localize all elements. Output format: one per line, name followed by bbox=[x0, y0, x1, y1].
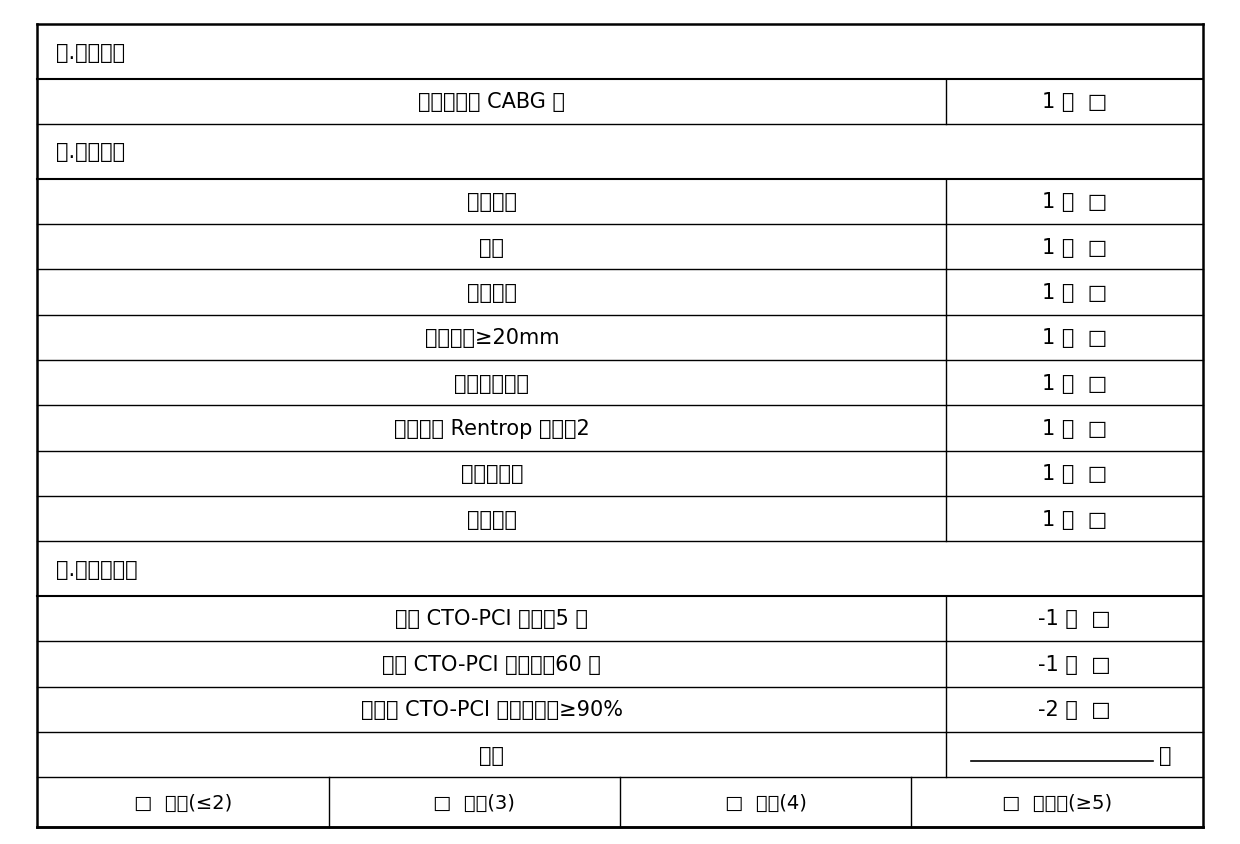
Text: 1 分  □: 1 分 □ bbox=[1042, 509, 1107, 529]
Text: 总分: 总分 bbox=[480, 744, 505, 765]
Text: 支架内闭塞: 支架内闭塞 bbox=[460, 464, 523, 484]
Text: 侧支循环 Rentrop 分级＜2: 侧支循环 Rentrop 分级＜2 bbox=[394, 419, 590, 439]
Text: 1 分  □: 1 分 □ bbox=[1042, 419, 1107, 439]
Text: □  困难(4): □ 困难(4) bbox=[724, 793, 807, 812]
Text: 1 分  □: 1 分 □ bbox=[1042, 237, 1107, 257]
Text: 1 分  □: 1 分 □ bbox=[1042, 192, 1107, 212]
Text: 1 分  □: 1 分 □ bbox=[1042, 373, 1107, 393]
Text: 一.临床变量: 一.临床变量 bbox=[56, 42, 125, 62]
Text: 1 分  □: 1 分 □ bbox=[1042, 92, 1107, 112]
Text: 1 分  □: 1 分 □ bbox=[1042, 283, 1107, 303]
Text: 三.操作者变量: 三.操作者变量 bbox=[56, 559, 138, 579]
Text: 闭塞远端病变: 闭塞远端病变 bbox=[454, 373, 529, 393]
Text: 年度 CTO-PCI 操作量＞60 例: 年度 CTO-PCI 操作量＞60 例 bbox=[382, 654, 601, 674]
Text: 钝性闭塞: 钝性闭塞 bbox=[466, 192, 517, 212]
Text: 钙化: 钙化 bbox=[480, 237, 505, 257]
Text: □  中等(3): □ 中等(3) bbox=[433, 793, 516, 812]
Text: 分: 分 bbox=[1159, 744, 1172, 765]
Text: -2 分  □: -2 分 □ bbox=[1038, 700, 1111, 719]
Text: 1 分  □: 1 分 □ bbox=[1042, 328, 1107, 348]
Text: 成角弯曲: 成角弯曲 bbox=[466, 283, 517, 303]
Text: 开口闭塞: 开口闭塞 bbox=[466, 509, 517, 529]
Text: -1 分  □: -1 分 □ bbox=[1038, 609, 1111, 629]
Text: □  简单(≤2): □ 简单(≤2) bbox=[134, 793, 232, 812]
Text: 二.造影变量: 二.造影变量 bbox=[56, 142, 125, 162]
Text: 上一年 CTO-PCI 总体成功率≥90%: 上一年 CTO-PCI 总体成功率≥90% bbox=[361, 700, 622, 719]
Text: -1 分  □: -1 分 □ bbox=[1038, 654, 1111, 674]
Text: 执行 CTO-PCI 时间＞5 年: 执行 CTO-PCI 时间＞5 年 bbox=[396, 609, 588, 629]
Text: 既往靶血管 CABG 史: 既往靶血管 CABG 史 bbox=[418, 92, 565, 112]
Text: 1 分  □: 1 分 □ bbox=[1042, 464, 1107, 484]
Text: □  极困难(≥5): □ 极困难(≥5) bbox=[1002, 793, 1112, 812]
Text: 闭塞长度≥20mm: 闭塞长度≥20mm bbox=[424, 328, 559, 348]
